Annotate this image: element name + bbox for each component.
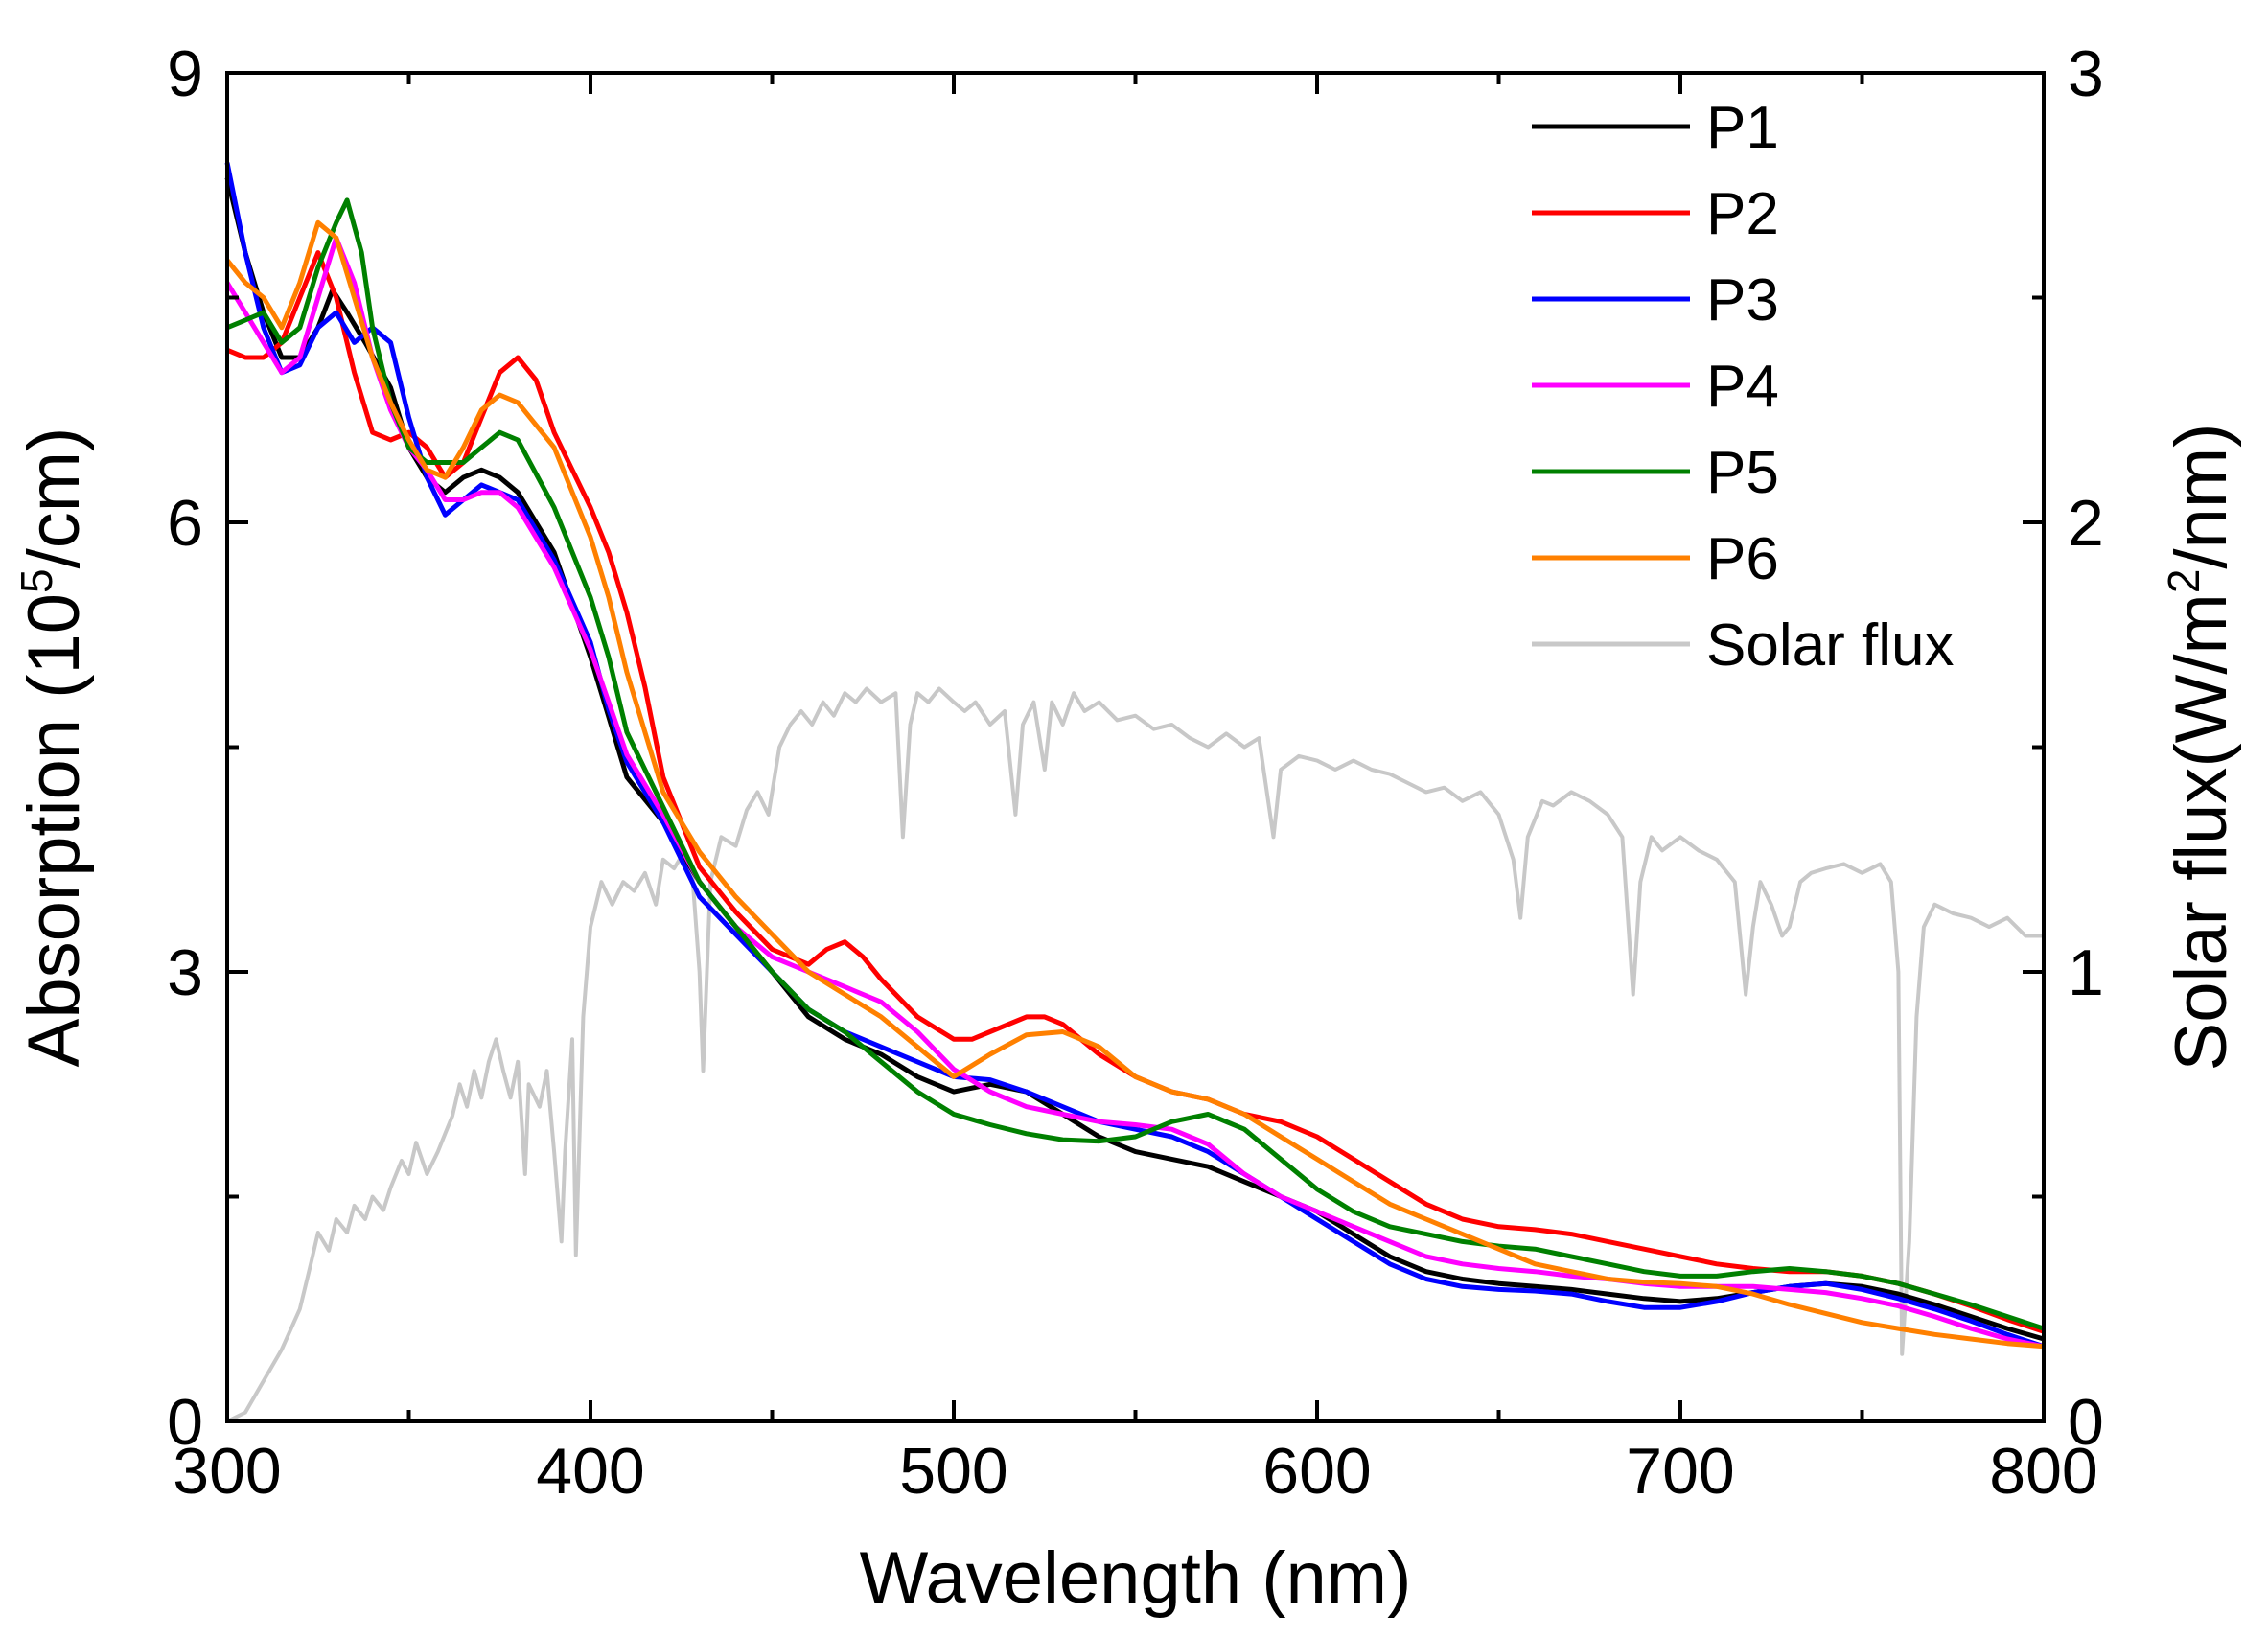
y-tick-label: 3 bbox=[167, 936, 203, 1009]
y-axis-title-prefix: Absorption (10 bbox=[13, 593, 95, 1067]
y-axis-title: Absorption (105/cm) bbox=[12, 427, 95, 1068]
y-axis-title-sup: 5 bbox=[12, 568, 61, 593]
legend-label-p5: P5 bbox=[1706, 440, 1779, 506]
y2-tick-label: 3 bbox=[2068, 37, 2104, 110]
legend-label-p1: P1 bbox=[1706, 95, 1779, 161]
y-tick-label: 6 bbox=[167, 487, 203, 560]
y2-tick-label: 2 bbox=[2068, 487, 2104, 560]
x-tick-label: 600 bbox=[1262, 1435, 1371, 1508]
legend-label-p4: P4 bbox=[1706, 354, 1779, 420]
x-tick-label: 500 bbox=[899, 1435, 1007, 1508]
x-axis-title: Wavelength (nm) bbox=[860, 1537, 1412, 1619]
legend-label-solar-flux: Solar flux bbox=[1706, 612, 1954, 679]
y2-tick-label: 1 bbox=[2068, 936, 2104, 1009]
series-line-solar-flux bbox=[226, 686, 2044, 1423]
y2-axis-title-prefix: Solar flux(W/m bbox=[2161, 593, 2242, 1071]
y2-axis-title-suffix: /nm) bbox=[2161, 424, 2242, 569]
legend-label-p3: P3 bbox=[1706, 267, 1779, 334]
y-tick-label: 0 bbox=[167, 1386, 203, 1459]
series-line-p6 bbox=[225, 219, 2045, 1350]
series-layer bbox=[224, 162, 2045, 1423]
series-line-p1 bbox=[224, 176, 2045, 1342]
x-tick-label: 800 bbox=[1989, 1435, 2097, 1508]
series-line-p2 bbox=[226, 250, 2045, 1334]
series-line-p3 bbox=[224, 162, 2045, 1350]
y2-tick-label: 0 bbox=[2068, 1386, 2104, 1459]
y-axis-title-suffix: /cm) bbox=[13, 427, 95, 569]
legend: P1 P2 P3 P4 P5 P6 Solar flux bbox=[1532, 95, 1954, 679]
y2-axis-title-sup: 2 bbox=[2159, 569, 2209, 594]
x-tick-label: 700 bbox=[1626, 1435, 1734, 1508]
legend-label-p6: P6 bbox=[1706, 526, 1779, 592]
y-tick-label: 9 bbox=[167, 37, 203, 110]
y2-axis-title: Solar flux(W/m2/nm) bbox=[2159, 424, 2242, 1072]
x-tick-label: 300 bbox=[173, 1435, 281, 1508]
legend-label-p2: P2 bbox=[1706, 181, 1779, 247]
x-tick-label: 400 bbox=[536, 1435, 644, 1508]
